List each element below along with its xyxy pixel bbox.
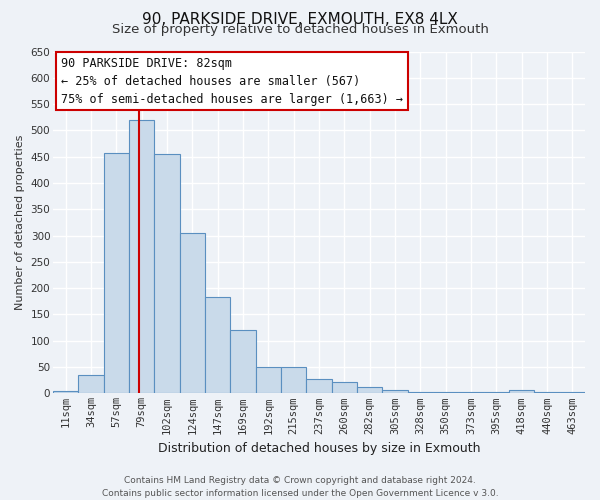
X-axis label: Distribution of detached houses by size in Exmouth: Distribution of detached houses by size … bbox=[158, 442, 480, 455]
Bar bbox=[129, 120, 154, 394]
Bar bbox=[307, 378, 332, 394]
Text: Contains HM Land Registry data © Crown copyright and database right 2024.
Contai: Contains HM Land Registry data © Crown c… bbox=[101, 476, 499, 498]
Bar bbox=[154, 154, 180, 394]
Bar bbox=[332, 382, 357, 394]
Bar bbox=[509, 390, 535, 394]
Bar bbox=[53, 391, 79, 394]
Bar bbox=[382, 390, 407, 394]
Bar bbox=[458, 392, 484, 394]
Bar bbox=[407, 392, 433, 394]
Bar bbox=[180, 233, 205, 394]
Text: Size of property relative to detached houses in Exmouth: Size of property relative to detached ho… bbox=[112, 22, 488, 36]
Bar bbox=[79, 375, 104, 394]
Y-axis label: Number of detached properties: Number of detached properties bbox=[15, 135, 25, 310]
Bar bbox=[205, 297, 230, 394]
Text: 90 PARKSIDE DRIVE: 82sqm
← 25% of detached houses are smaller (567)
75% of semi-: 90 PARKSIDE DRIVE: 82sqm ← 25% of detach… bbox=[61, 56, 403, 106]
Bar bbox=[560, 392, 585, 394]
Bar bbox=[484, 392, 509, 394]
Bar bbox=[256, 367, 281, 394]
Bar bbox=[433, 392, 458, 394]
Bar bbox=[104, 153, 129, 394]
Bar bbox=[357, 386, 382, 394]
Bar bbox=[230, 330, 256, 394]
Bar bbox=[281, 367, 307, 394]
Bar bbox=[535, 392, 560, 394]
Text: 90, PARKSIDE DRIVE, EXMOUTH, EX8 4LX: 90, PARKSIDE DRIVE, EXMOUTH, EX8 4LX bbox=[142, 12, 458, 28]
